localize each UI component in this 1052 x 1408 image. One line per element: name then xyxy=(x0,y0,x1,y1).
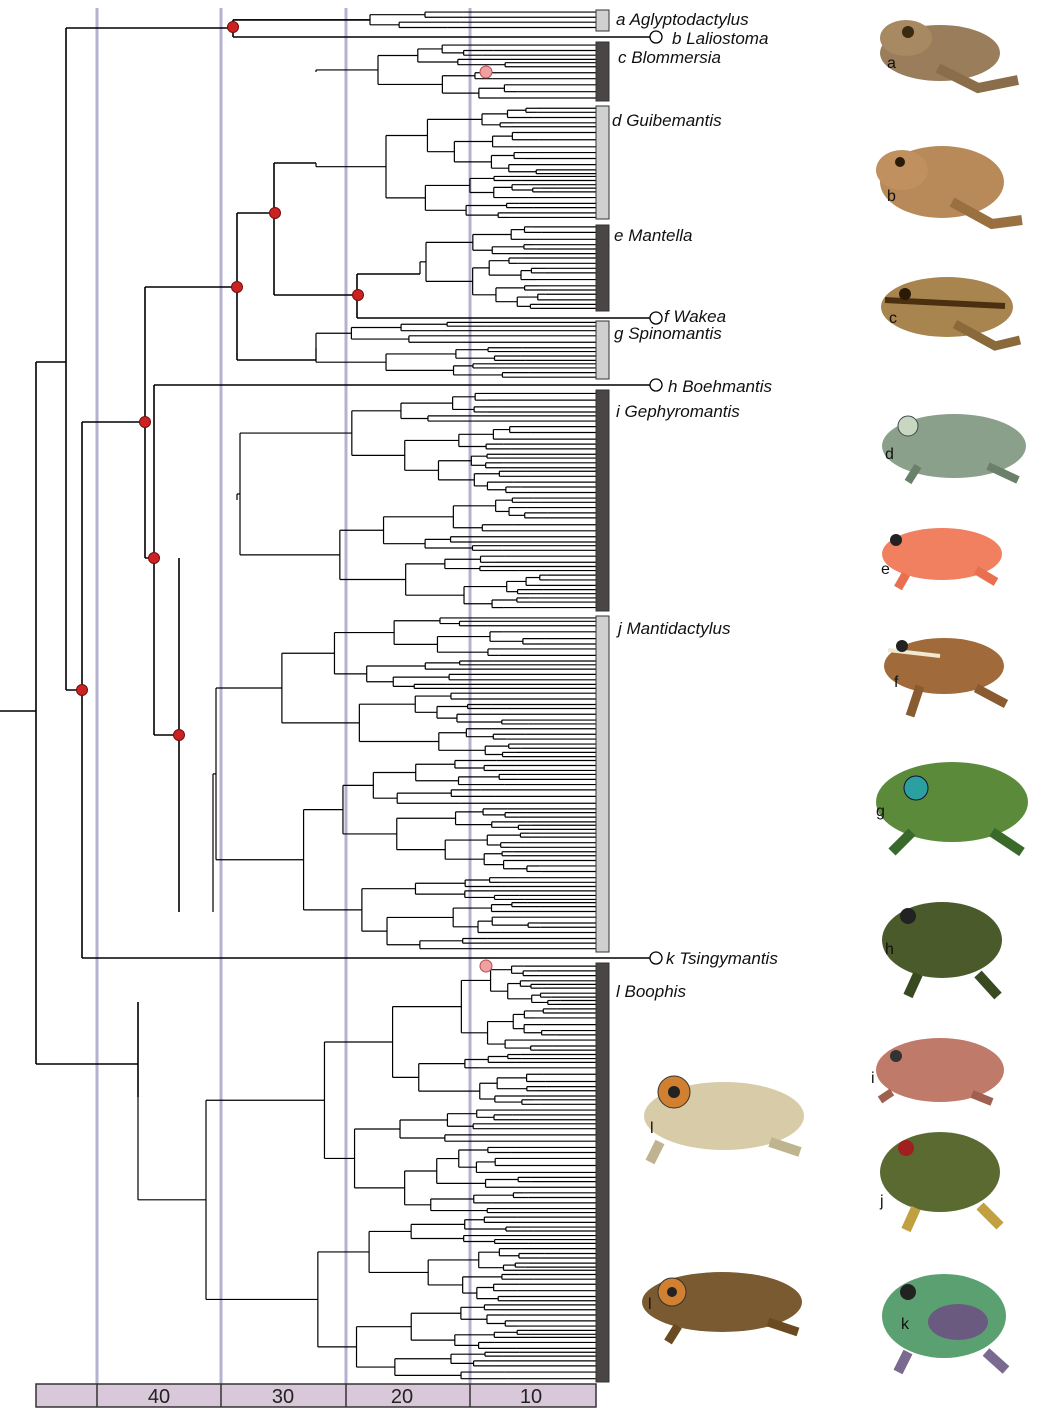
tip-marker-wakea xyxy=(649,311,663,325)
frog-photos xyxy=(642,20,1028,1375)
clade-subtree-a xyxy=(232,11,596,29)
tip-marker-laliostoma xyxy=(649,30,663,44)
photo-label-j: j xyxy=(880,1193,884,1210)
frog-photo-i xyxy=(876,1038,1004,1106)
node-marker-red xyxy=(231,281,243,293)
frog-photo-f xyxy=(884,638,1009,718)
photo-label-a: a xyxy=(887,55,896,72)
clade-subtree-l xyxy=(137,965,596,1380)
clade-bar-e xyxy=(595,224,610,312)
photo-label-l-2: l xyxy=(648,1296,652,1313)
photo-label-i: i xyxy=(871,1070,875,1087)
clade-subtree-c xyxy=(315,44,596,99)
node-marker-red xyxy=(269,207,281,219)
photo-label-e: e xyxy=(881,561,890,578)
clade-subtree-d xyxy=(315,107,596,219)
tip-marker-tsingymantis xyxy=(649,951,663,965)
axis-tick-10: 10 xyxy=(520,1386,542,1408)
photo-label-h: h xyxy=(885,941,894,958)
frog-photo-c xyxy=(881,277,1022,351)
clade-subtree-j xyxy=(212,617,596,950)
frog-photo-a xyxy=(880,20,1019,94)
clade-label-d: d Guibemantis xyxy=(612,111,722,130)
tip-marker-boehmantis xyxy=(649,378,663,392)
photo-label-l-1: l xyxy=(650,1120,654,1137)
photo-label-b: b xyxy=(887,188,896,205)
clade-bars xyxy=(595,9,610,1383)
photo-label-k: k xyxy=(901,1316,909,1333)
clade-bar-j xyxy=(595,615,610,953)
clade-bar-g xyxy=(595,320,610,380)
node-markers xyxy=(76,21,493,973)
clade-label-h: h Boehmantis xyxy=(668,377,772,396)
single-tip-markers xyxy=(649,30,663,965)
time-gridlines xyxy=(95,8,472,1384)
frog-photo-d xyxy=(882,414,1026,485)
clade-label-a: a Aglyptodactylus xyxy=(616,10,749,29)
node-marker-red xyxy=(76,684,88,696)
clade-bar-c xyxy=(595,41,610,102)
clade-label-j: j Mantidactylus xyxy=(618,619,731,638)
axis-tick-20: 20 xyxy=(391,1386,413,1408)
clade-bar-l xyxy=(595,962,610,1383)
clade-label-k: k Tsingymantis xyxy=(666,949,778,968)
clade-bar-i xyxy=(595,389,610,612)
node-marker-pink xyxy=(479,959,493,973)
clade-subtrees xyxy=(137,11,596,1380)
photo-label-d: d xyxy=(885,446,894,463)
clade-label-g: g Spinomantis xyxy=(614,324,722,343)
clade-subtree-i xyxy=(236,392,596,609)
clade-label-b: b Laliostoma xyxy=(672,29,769,48)
clade-label-i: i Gephyromantis xyxy=(616,402,740,421)
frog-photo-l-2 xyxy=(642,1272,802,1345)
node-marker-red xyxy=(227,21,239,33)
frog-photo-b xyxy=(876,146,1023,230)
frog-photo-g xyxy=(876,762,1028,857)
photo-label-c: c xyxy=(889,310,897,327)
time-axis: 40 30 20 10 xyxy=(35,1383,597,1408)
clade-subtree-e xyxy=(419,226,596,309)
time-axis-band xyxy=(35,1383,597,1408)
clade-subtree-g xyxy=(315,321,596,378)
photo-label-f: f xyxy=(894,674,899,691)
clade-label-c: c Blommersia xyxy=(618,48,721,67)
clade-bar-d xyxy=(595,105,610,220)
node-marker-red xyxy=(352,289,364,301)
frog-photo-j xyxy=(880,1132,1004,1233)
frog-photo-k xyxy=(882,1274,1010,1375)
node-marker-red xyxy=(139,416,151,428)
node-marker-red xyxy=(148,552,160,564)
clade-bar-a xyxy=(595,9,610,32)
node-marker-pink xyxy=(479,65,493,79)
clade-label-f: f Wakea xyxy=(664,307,727,326)
node-marker-red xyxy=(173,729,185,741)
frog-photo-e xyxy=(882,528,1002,591)
frog-photo-l-1 xyxy=(644,1075,804,1165)
photo-label-g: g xyxy=(876,803,885,820)
frog-photo-h xyxy=(882,902,1002,1000)
axis-tick-40: 40 xyxy=(148,1386,170,1408)
clade-label-l: l Boophis xyxy=(616,982,686,1001)
axis-tick-30: 30 xyxy=(272,1386,294,1408)
clade-label-e: e Mantella xyxy=(614,226,693,245)
